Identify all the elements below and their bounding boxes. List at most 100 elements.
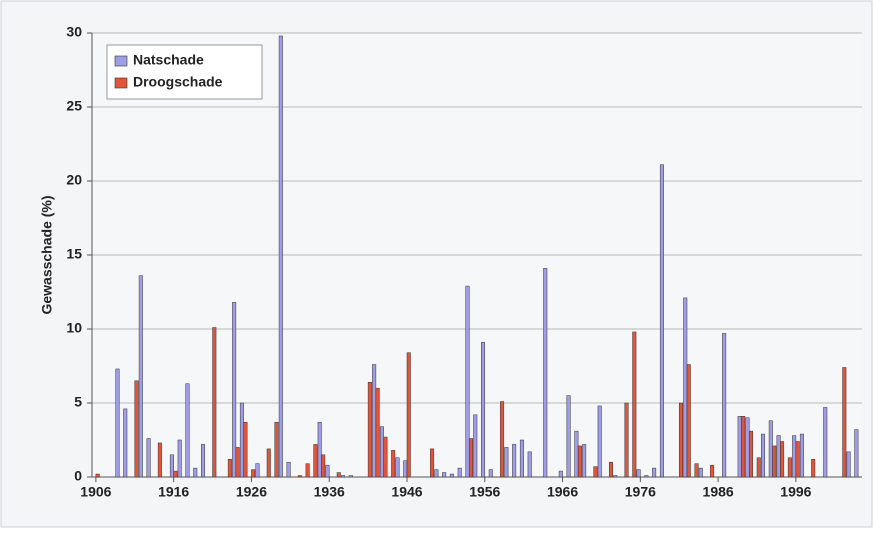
bar — [457, 467, 462, 478]
bar — [527, 451, 532, 478]
bar — [787, 457, 792, 478]
bar — [722, 333, 727, 478]
bar — [95, 473, 100, 478]
bar — [780, 441, 785, 478]
bar — [430, 448, 435, 478]
bar — [465, 285, 470, 478]
bar — [321, 454, 326, 478]
bar — [255, 463, 260, 478]
bar — [243, 421, 248, 478]
bar — [504, 447, 509, 478]
bar — [146, 438, 151, 478]
bar — [227, 458, 232, 478]
legend-swatch — [114, 77, 128, 89]
bar — [325, 464, 330, 478]
bar — [799, 433, 804, 478]
bar — [406, 352, 411, 478]
bar — [636, 469, 641, 478]
bar — [543, 268, 548, 478]
bar — [745, 417, 750, 478]
bar — [574, 430, 579, 478]
bar — [741, 416, 746, 478]
bar — [512, 444, 517, 478]
x-tick-label: 1976 — [625, 484, 656, 500]
bar — [274, 421, 279, 478]
x-tick-label: 1986 — [703, 484, 734, 500]
bar — [138, 275, 143, 478]
bar — [823, 407, 828, 478]
y-tick-label: 20 — [66, 172, 82, 188]
bar — [278, 35, 283, 478]
bar — [608, 461, 613, 478]
legend-box — [106, 44, 263, 100]
bar — [305, 463, 310, 478]
bar — [239, 402, 244, 478]
bar — [286, 461, 291, 478]
bar — [235, 447, 240, 478]
bar — [473, 414, 478, 478]
bar — [737, 416, 742, 478]
bar — [468, 438, 473, 478]
bar — [297, 475, 302, 478]
bar — [678, 402, 683, 478]
bar — [558, 470, 563, 478]
bar — [566, 395, 571, 478]
bar — [442, 472, 447, 478]
bar — [519, 439, 524, 478]
bar — [698, 467, 703, 478]
bar — [251, 469, 256, 478]
bar — [624, 402, 629, 478]
x-tick-label: 1946 — [391, 484, 422, 500]
bar — [177, 439, 182, 478]
bar — [193, 467, 198, 478]
y-tick-label: 5 — [74, 394, 82, 410]
bar — [313, 444, 318, 478]
x-tick-label: 1956 — [469, 484, 500, 500]
y-tick-label: 15 — [66, 246, 82, 262]
bar — [748, 430, 753, 478]
bar — [481, 342, 486, 478]
bar — [632, 331, 637, 478]
x-tick-label: 1916 — [158, 484, 189, 500]
bar — [123, 408, 128, 478]
y-tick-label: 0 — [74, 468, 82, 484]
bar — [336, 472, 341, 478]
bar — [391, 450, 396, 478]
bar — [403, 460, 408, 478]
bar — [379, 426, 384, 478]
bar — [795, 441, 800, 478]
y-tick-label: 30 — [66, 24, 82, 40]
bar — [582, 444, 587, 478]
bar — [846, 451, 851, 478]
bar — [185, 383, 190, 478]
bar — [644, 475, 649, 478]
y-tick-label: 10 — [66, 320, 82, 336]
bar — [772, 445, 777, 478]
bar — [367, 382, 372, 478]
bar — [776, 435, 781, 478]
bar — [434, 469, 439, 478]
x-tick-label: 1926 — [236, 484, 267, 500]
bar — [317, 421, 322, 478]
bar — [768, 420, 773, 478]
y-tick-label: 25 — [66, 98, 82, 114]
x-tick-label: 1996 — [780, 484, 811, 500]
bar — [212, 327, 217, 478]
bar — [372, 364, 377, 478]
bar — [341, 475, 346, 478]
bar — [134, 380, 139, 478]
bar — [173, 470, 178, 478]
bar — [449, 473, 454, 478]
x-tick-label: 1906 — [80, 484, 111, 500]
bar — [659, 164, 664, 478]
bar — [613, 475, 618, 478]
x-tick-label: 1936 — [314, 484, 345, 500]
bar — [266, 448, 271, 478]
bar — [597, 405, 602, 478]
bar — [115, 368, 120, 478]
bar — [694, 463, 699, 478]
bar — [686, 364, 691, 478]
bar — [593, 466, 598, 478]
bar — [232, 302, 237, 478]
bar — [383, 436, 388, 478]
